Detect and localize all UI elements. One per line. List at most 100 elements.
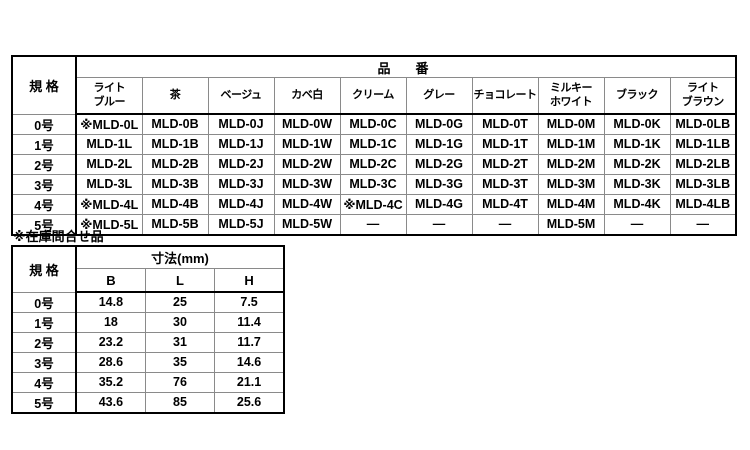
part-number-cell: MLD-2L <box>75 153 143 175</box>
dim-spec-column-header: 規 格 <box>11 245 77 293</box>
no-product-dash: — <box>603 213 671 235</box>
spec-cell: 0号 <box>11 113 77 135</box>
spec-cell: 4号 <box>11 193 77 215</box>
dimension-column-header: L <box>144 268 216 293</box>
no-product-dash: — <box>405 213 473 235</box>
part-number-cell: MLD-0K <box>603 113 671 135</box>
table-row: 5号 ※MLD-5L MLD-5B MLD-5J MLD-5W — — — MLD-5M — — <box>11 213 737 235</box>
part-number-cell: MLD-1T <box>471 133 539 155</box>
dimension-cell: 35 <box>144 351 216 373</box>
part-number-cell: MLD-2C <box>339 153 407 175</box>
color-column-header: ライト ブラウン <box>669 77 737 115</box>
part-number-cell: MLD-2K <box>603 153 671 175</box>
dimension-cell: 11.4 <box>214 311 285 333</box>
part-number-cell: MLD-3W <box>273 173 341 195</box>
part-number-cell: MLD-0LB <box>669 113 737 135</box>
color-column-header: グレー <box>405 77 473 115</box>
dimension-cell: 14.6 <box>214 351 285 373</box>
dimension-cell: 18 <box>75 311 146 333</box>
spec-cell: 3号 <box>11 351 77 373</box>
part-table-group-row: 規 格 品 番 <box>11 55 737 115</box>
part-number-cell: MLD-4J <box>207 193 275 215</box>
dimension-cell: 43.6 <box>75 391 146 413</box>
part-table-body: 0号 ※MLD-0L MLD-0B MLD-0J MLD-0W MLD-0C MLD-0G M… <box>11 113 737 235</box>
color-column-header: チョコレート <box>471 77 539 115</box>
part-number-cell: MLD-5M <box>537 213 605 235</box>
part-number-cell: MLD-1LB <box>669 133 737 155</box>
part-number-cell: MLD-0C <box>339 113 407 135</box>
part-number-cell: MLD-4LB <box>669 193 737 215</box>
table-row: 3号 MLD-3L MLD-3B MLD-3J MLD-3W MLD-3C MLD-3G ML… <box>11 173 737 195</box>
spec-cell: 0号 <box>11 291 77 313</box>
dimension-cell: 30 <box>144 311 216 333</box>
spec-cell: 1号 <box>11 133 77 155</box>
part-number-cell: MLD-1M <box>537 133 605 155</box>
part-number-group-header: 品 番 <box>75 55 737 78</box>
part-number-cell: ※MLD-4C <box>339 193 407 215</box>
part-number-cell: MLD-2J <box>207 153 275 175</box>
part-number-cell: MLD-2G <box>405 153 473 175</box>
part-number-cell: MLD-3M <box>537 173 605 195</box>
part-number-cell: MLD-3C <box>339 173 407 195</box>
part-number-cell: MLD-4G <box>405 193 473 215</box>
dim-table-body: 0号 14.8 25 7.5 1号 18 30 11.4 2号 23.2 31 11.7 3号 28.6 3… <box>11 291 285 413</box>
no-product-dash: — <box>669 213 737 235</box>
table-row: 4号 35.2 76 21.1 <box>11 371 285 393</box>
color-column-header: 茶 <box>141 77 209 115</box>
table-row: 2号 23.2 31 11.7 <box>11 331 285 353</box>
part-number-cell: MLD-1B <box>141 133 209 155</box>
part-number-cell: MLD-3J <box>207 173 275 195</box>
table-row: 2号 MLD-2L MLD-2B MLD-2J MLD-2W MLD-2C MLD-2G ML… <box>11 153 737 175</box>
color-header-row: ライト ブルー茶ベージュ カベ白 クリーム グレー チョコレート ミルキー ホワイト ブラッ… <box>12 77 737 115</box>
spec-cell: 2号 <box>11 331 77 353</box>
part-number-cell: MLD-0T <box>471 113 539 135</box>
spec-column-header: 規 格 <box>11 55 77 115</box>
part-number-cell: MLD-1G <box>405 133 473 155</box>
part-number-cell: MLD-3T <box>471 173 539 195</box>
no-product-dash: — <box>339 213 407 235</box>
part-number-cell: MLD-2W <box>273 153 341 175</box>
table-row: 0号 ※MLD-0L MLD-0B MLD-0J MLD-0W MLD-0C MLD-0G M… <box>11 113 737 135</box>
dimension-column-header: B <box>75 268 146 293</box>
table-row: 1号 MLD-1L MLD-1B MLD-1J MLD-1W MLD-1C MLD-1G ML… <box>11 133 737 155</box>
part-number-cell: MLD-3B <box>141 173 209 195</box>
part-number-cell: MLD-1L <box>75 133 143 155</box>
part-number-cell: MLD-5W <box>273 213 341 235</box>
color-column-header: カベ白 <box>273 77 341 115</box>
table-row: 4号 ※MLD-4L MLD-4B MLD-4J MLD-4W ※MLD-4C MLD-4G… <box>11 193 737 215</box>
dimension-cell: 25 <box>144 291 216 313</box>
part-number-cell: MLD-2LB <box>669 153 737 175</box>
part-number-cell: ※MLD-0L <box>75 113 143 135</box>
dimension-cell: 21.1 <box>214 371 285 393</box>
dimension-cell: 23.2 <box>75 331 146 353</box>
part-number-cell: MLD-1J <box>207 133 275 155</box>
table-row: 0号 14.8 25 7.5 <box>11 291 285 313</box>
part-number-cell: MLD-4K <box>603 193 671 215</box>
dimension-cell: 14.8 <box>75 291 146 313</box>
spec-cell: 5号 <box>11 213 77 235</box>
dimension-cell: 28.6 <box>75 351 146 373</box>
spec-cell: 5号 <box>11 391 77 413</box>
part-number-cell: ※MLD-4L <box>75 193 143 215</box>
table-row: 3号 28.6 35 14.6 <box>11 351 285 373</box>
part-number-table: 規 格 品 番 ライト ブルー茶ベージュ カベ白 クリーム グレー チョコレート ミルキー… <box>11 55 737 236</box>
part-number-cell: MLD-3G <box>405 173 473 195</box>
part-number-cell: MLD-2M <box>537 153 605 175</box>
part-number-cell: MLD-3LB <box>669 173 737 195</box>
part-number-cell: MLD-4W <box>273 193 341 215</box>
part-number-cell: MLD-5B <box>141 213 209 235</box>
dimension-column-header: H <box>214 268 285 293</box>
dimension-group-header: 寸法(mm) <box>75 245 285 269</box>
part-number-cell: MLD-1C <box>339 133 407 155</box>
dimension-cell: 11.7 <box>214 331 285 353</box>
part-number-cell: MLD-5J <box>207 213 275 235</box>
part-number-cell: MLD-2T <box>471 153 539 175</box>
color-column-header: ミルキー ホワイト <box>537 77 605 115</box>
spec-cell: 2号 <box>11 153 77 175</box>
dimension-cell: 85 <box>144 391 216 413</box>
part-number-cell: MLD-0G <box>405 113 473 135</box>
color-column-header: ベージュ <box>207 77 275 115</box>
